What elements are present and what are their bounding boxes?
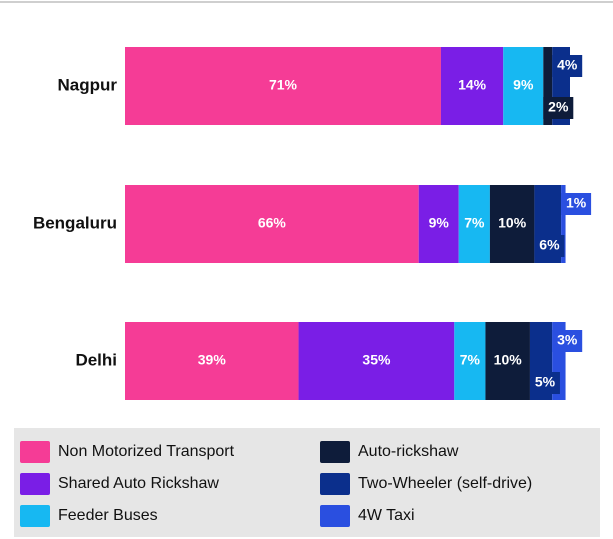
value-label-box bbox=[529, 372, 560, 394]
value-label-box bbox=[561, 193, 592, 215]
legend-label: Auto-rickshaw bbox=[358, 443, 459, 460]
value-label: 4% bbox=[557, 57, 578, 73]
value-label: 9% bbox=[429, 215, 450, 231]
value-label: 35% bbox=[362, 352, 391, 368]
value-label-box bbox=[534, 235, 565, 257]
legend-label: Two-Wheeler (self-drive) bbox=[358, 475, 532, 492]
value-label: 14% bbox=[458, 77, 487, 93]
category-label: Bengaluru bbox=[33, 213, 117, 232]
value-label: 3% bbox=[557, 332, 578, 348]
value-label: 2% bbox=[548, 99, 569, 115]
legend-swatch bbox=[320, 473, 350, 495]
legend-label: Feeder Buses bbox=[58, 507, 158, 524]
bar-segment bbox=[418, 185, 459, 263]
value-label-box bbox=[552, 330, 583, 352]
value-label: 66% bbox=[258, 215, 287, 231]
value-label: 39% bbox=[198, 352, 227, 368]
value-label: 9% bbox=[513, 77, 534, 93]
bar-segment bbox=[440, 47, 504, 125]
legend-swatch bbox=[20, 473, 50, 495]
value-label: 7% bbox=[460, 352, 481, 368]
bar-segment bbox=[458, 185, 490, 263]
bar-segment bbox=[503, 47, 544, 125]
bar-segment bbox=[298, 322, 455, 400]
legend-box bbox=[14, 428, 600, 537]
legend-label: Shared Auto Rickshaw bbox=[58, 475, 219, 492]
category-label: Delhi bbox=[75, 350, 117, 369]
legend-label: 4W Taxi bbox=[358, 507, 415, 524]
value-label: 7% bbox=[464, 215, 485, 231]
value-label: 5% bbox=[535, 374, 556, 390]
value-label: 6% bbox=[539, 237, 560, 253]
value-label: 10% bbox=[494, 352, 523, 368]
bar-segment bbox=[454, 322, 486, 400]
bar-segment bbox=[485, 322, 530, 400]
value-label: 71% bbox=[269, 77, 298, 93]
value-label: 10% bbox=[498, 215, 527, 231]
legend-swatch bbox=[320, 441, 350, 463]
bar-segment bbox=[543, 47, 553, 125]
bar-segment bbox=[125, 322, 299, 400]
category-label: Nagpur bbox=[58, 75, 118, 94]
value-label: 1% bbox=[566, 195, 587, 211]
bar-segment bbox=[125, 185, 419, 263]
legend-swatch bbox=[20, 505, 50, 527]
legend-label: Non Motorized Transport bbox=[58, 443, 235, 460]
bar-segment bbox=[561, 185, 566, 263]
value-label-box bbox=[552, 55, 583, 77]
value-label-box bbox=[543, 97, 574, 119]
legend-swatch bbox=[320, 505, 350, 527]
bar-segment bbox=[125, 47, 441, 125]
legend-swatch bbox=[20, 441, 50, 463]
bar-segment bbox=[489, 185, 535, 263]
